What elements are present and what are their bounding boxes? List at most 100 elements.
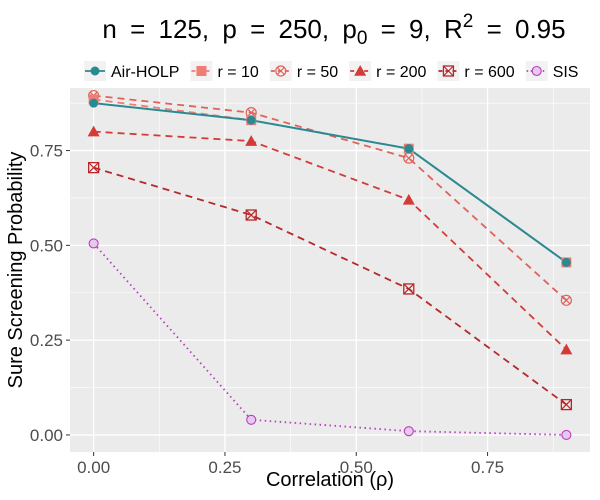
data-point (87, 125, 100, 137)
legend-key-marker (275, 65, 287, 77)
legend-key-marker (196, 66, 207, 76)
data-point (245, 209, 257, 221)
title-eq-2: = (250, 14, 265, 44)
title-eq-1: = (130, 14, 145, 44)
marker-shape (354, 65, 367, 76)
marker-shape (560, 294, 572, 306)
marker-shape (90, 66, 100, 76)
title-p-value: 250 (278, 14, 321, 44)
data-point (403, 426, 414, 437)
legend-item: r = 10 (190, 61, 259, 81)
title-p-label: p (222, 14, 236, 44)
marker-shape (561, 257, 571, 267)
data-point (245, 107, 257, 119)
data-point (560, 294, 572, 306)
data-point (403, 283, 415, 295)
legend-key-marker (442, 65, 455, 77)
legend-label: Air-HOLP (111, 64, 179, 81)
title-eq-3: = (381, 14, 396, 44)
y-tick-label: 0.50 (30, 236, 63, 255)
marker-cross (245, 209, 257, 221)
series-line-r-600 (93, 166, 567, 406)
marker-shape (442, 65, 455, 77)
series-line-r-200 (93, 130, 567, 351)
marker-shape (403, 283, 415, 295)
marker-cross (247, 108, 256, 117)
data-point (89, 98, 99, 108)
data-point (561, 257, 571, 267)
marker-shape (402, 193, 415, 205)
y-axis: 0.00 0.25 0.50 0.75 (30, 142, 70, 445)
series-lines (92, 94, 567, 436)
x-axis-title-symbol: ρ (376, 469, 387, 491)
title-p0-base: p (342, 14, 356, 44)
legend-item: r = 600 (437, 61, 515, 81)
title-p0-sub: 0 (357, 28, 368, 49)
marker-shape (246, 414, 257, 425)
data-point (560, 398, 573, 411)
legend: Air-HOLP r = 10 r = 50 r = 200 r = 600 SIS (84, 61, 578, 81)
marker-shape (561, 429, 572, 440)
title-r2-base: R (444, 14, 463, 44)
y-tick-label: 0.00 (30, 426, 63, 445)
y-axis-title: Sure Screening Probability (5, 152, 27, 389)
series-markers (87, 89, 573, 440)
legend-item: SIS (525, 61, 579, 81)
chart-title: n = 125, p = 250, p0 = 9, R2 = 0.95 (102, 3, 565, 50)
marker-shape (531, 65, 542, 77)
marker-shape (88, 238, 99, 249)
series-line-air-holp (93, 102, 567, 264)
marker-cross (560, 399, 572, 411)
marker-shape (404, 144, 414, 154)
marker-shape (89, 98, 99, 108)
x-tick-label: 0.50 (340, 458, 373, 477)
plot-panel (70, 88, 590, 452)
marker-cross (88, 162, 100, 174)
title-n-value: 125 (159, 14, 202, 44)
data-point (88, 238, 99, 249)
marker-shape (87, 161, 100, 174)
marker-shape (560, 343, 573, 355)
data-point (245, 135, 258, 146)
data-point (87, 161, 100, 174)
legend-label: r = 50 (297, 64, 338, 81)
legend-label: SIS (553, 64, 579, 81)
legend-item: r = 50 (269, 61, 338, 81)
legend-key-marker (531, 65, 542, 77)
marker-cross (562, 296, 571, 305)
marker-cross (443, 65, 454, 77)
marker-cross (404, 154, 413, 163)
legend-label: r = 10 (217, 64, 258, 81)
title-sep-1: , (202, 14, 209, 44)
marker-shape (245, 209, 257, 221)
title-r2-value: 0.95 (515, 14, 566, 44)
x-tick-label: 0.25 (208, 458, 241, 477)
x-tick-label: 0.00 (77, 458, 110, 477)
title-p0-value: 9 (409, 14, 423, 44)
legend-label: r = 600 (464, 64, 514, 81)
marker-shape (87, 125, 100, 137)
legend-label: r = 200 (376, 64, 426, 81)
marker-shape (196, 66, 207, 76)
x-axis: 0.00 0.25 0.50 0.75 (77, 452, 504, 477)
y-tick-label: 0.25 (30, 331, 63, 350)
legend-item: r = 200 (349, 61, 427, 81)
x-axis-title: Correlation (ρ) (266, 469, 394, 491)
marker-shape (275, 65, 287, 77)
data-point (404, 144, 414, 154)
marker-shape (246, 115, 256, 125)
marker-shape (560, 398, 573, 411)
data-point (402, 193, 415, 205)
y-tick-label: 0.75 (30, 142, 63, 161)
title-n-label: n (102, 14, 116, 44)
x-axis-title-prefix: Correlation ( (266, 469, 376, 491)
marker-shape (403, 426, 414, 437)
title-eq-4: = (487, 14, 502, 44)
x-tick-label: 0.75 (471, 458, 504, 477)
x-axis-title-suffix: ) (387, 469, 394, 491)
data-point (561, 429, 572, 440)
data-point (246, 414, 257, 425)
legend-item: Air-HOLP (84, 61, 179, 81)
title-sep-2: , (322, 14, 329, 44)
series-line-sis (92, 242, 567, 436)
